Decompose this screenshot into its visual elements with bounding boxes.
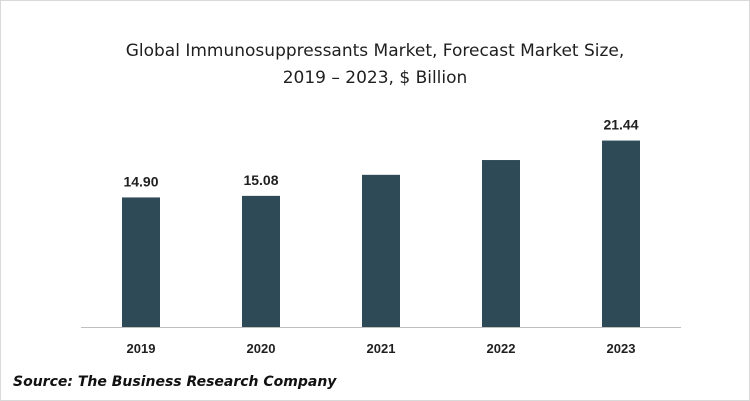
data-label-2019: 14.90 bbox=[123, 173, 158, 189]
chart-title-line-1: Global Immunosuppressants Market, Foreca… bbox=[125, 41, 625, 61]
x-tick-2021: 2021 bbox=[367, 341, 396, 356]
bar-2022 bbox=[482, 160, 520, 327]
x-tick-2020: 2020 bbox=[247, 341, 276, 356]
chart-title-line-2: 2019 – 2023, $ Billion bbox=[282, 68, 468, 88]
bar-chart: 14.90 2019 15.08 2020 2021 2022 21.44 2023 bbox=[81, 117, 681, 356]
source-note: Source: The Business Research Company bbox=[13, 374, 337, 390]
x-tick-2023: 2023 bbox=[607, 341, 636, 356]
data-label-2023: 21.44 bbox=[603, 117, 638, 133]
bar-2020 bbox=[242, 195, 280, 327]
x-tick-2019: 2019 bbox=[127, 341, 156, 356]
bar-2019 bbox=[122, 197, 160, 327]
bar-2023 bbox=[602, 140, 640, 327]
data-label-2020: 15.08 bbox=[243, 172, 278, 188]
x-tick-2022: 2022 bbox=[487, 341, 516, 356]
bar-2021 bbox=[362, 174, 400, 327]
